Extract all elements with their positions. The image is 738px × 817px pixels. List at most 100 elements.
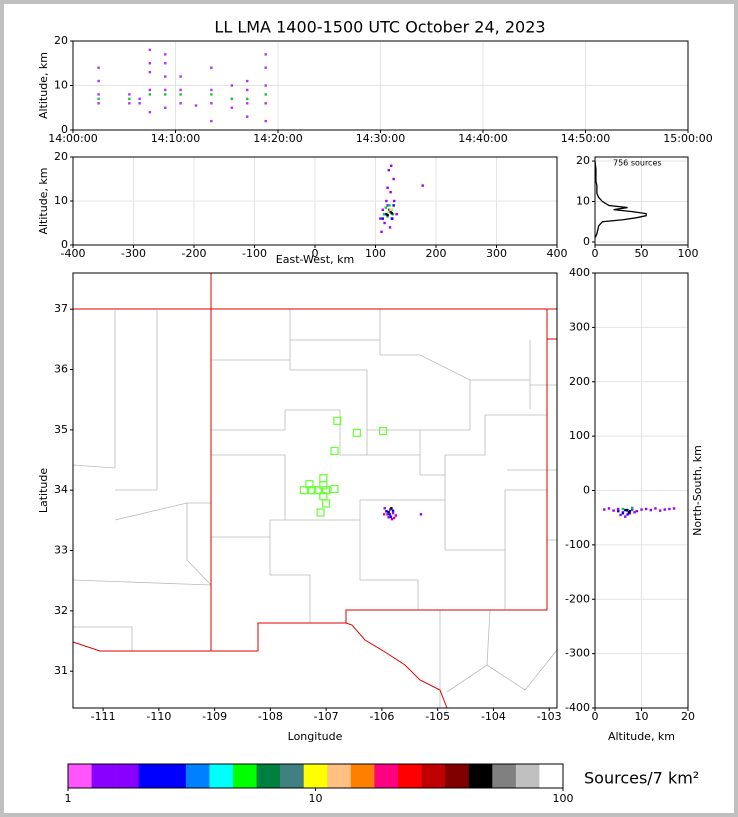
y-tick-label: 20 [576,154,590,167]
x-tick-label: 0 [592,247,599,260]
source-point [603,508,606,511]
source-point [624,508,627,512]
y-tick-label: -300 [565,647,590,660]
source-point [97,102,100,105]
y-tick-label: 10 [54,79,68,92]
y-tick-label: 400 [569,266,590,279]
colorbar-label: Sources/7 km² [584,769,699,788]
color-segment [539,764,564,788]
source-point [210,93,213,96]
x-tick-label: -104 [481,710,506,723]
y-tick-label: 37 [54,302,68,315]
source-point [148,88,152,92]
source-point [386,204,389,207]
source-point [391,213,395,216]
station [330,446,339,456]
source-point [621,512,625,515]
source-point [264,84,267,87]
x-tick-label: -110 [146,710,171,723]
source-point [380,230,383,233]
x-tick-label: 0 [312,247,319,260]
source-point [164,75,167,78]
source-point [210,102,213,105]
source-point [385,213,388,216]
source-point [612,509,615,512]
source-point [148,111,152,114]
source-point [128,97,131,101]
y-tick-label: -200 [565,592,590,605]
source-point [179,88,182,92]
source-point [388,204,391,207]
x-tick-label: 50 [635,247,649,260]
x-tick-label: 20 [681,710,695,723]
source-point [246,102,249,105]
y-tick-label: 20 [54,150,68,163]
source-point [264,53,267,56]
y-tick-label: -400 [565,701,590,714]
color-segment [209,764,234,788]
color-segment [91,764,116,788]
color-segment [350,764,375,788]
source-point [128,93,131,96]
source-point [419,513,423,516]
source-point [617,509,620,513]
x-tick-label: -103 [537,710,562,723]
y-axis-label: Altitude, km [37,167,50,234]
source-point [164,93,167,96]
source-point [631,507,634,510]
source-point [97,66,100,69]
color-segment [185,764,210,788]
x-tick-label: -108 [258,710,283,723]
source-point [385,510,388,513]
color-segment [445,764,470,788]
x-tick-label: 15:00:00 [663,132,712,145]
y-tick-label: 32 [54,604,68,617]
y-tick-label: 35 [54,423,68,436]
y-tick-label: 36 [54,363,68,376]
color-segment [280,764,305,788]
station [322,486,331,495]
color-segment [68,764,92,788]
color-segment [515,764,540,788]
station [305,480,314,489]
source-point [389,210,392,214]
source-point [658,509,662,512]
station [322,499,331,508]
source-point [148,70,152,74]
color-segment [374,764,399,788]
x-tick-label: -200 [182,247,207,260]
source-point [194,104,198,107]
y-axis-label: North-South, km [691,445,704,536]
source-point [97,93,100,96]
source-point [390,217,394,220]
source-point [627,511,631,514]
source-point [164,62,167,65]
source-point [390,164,393,167]
x-tick-label: 200 [426,247,447,260]
color-segment [421,764,446,788]
source-point [381,208,384,211]
source-point [179,75,182,78]
x-tick-label: 10 [635,710,649,723]
y-axis-label: Latitude [37,468,50,514]
source-point [264,66,267,69]
plot-frame [72,156,558,246]
histogram-line [594,160,647,239]
source-point [388,513,391,516]
color-segment [303,764,328,788]
source-point [97,79,100,83]
y-tick-label: 33 [54,544,68,557]
station [316,508,325,517]
source-point [387,516,390,519]
source-point [392,177,395,181]
source-point [621,507,625,511]
y-tick-label: 200 [569,375,590,388]
source-point [264,119,267,123]
x-tick-label: 100 [365,247,386,260]
source-point [635,509,639,513]
x-tick-label: -106 [369,710,394,723]
source-point [649,508,652,512]
y-axis-label: Altitude, km [37,52,50,119]
station [319,481,328,490]
